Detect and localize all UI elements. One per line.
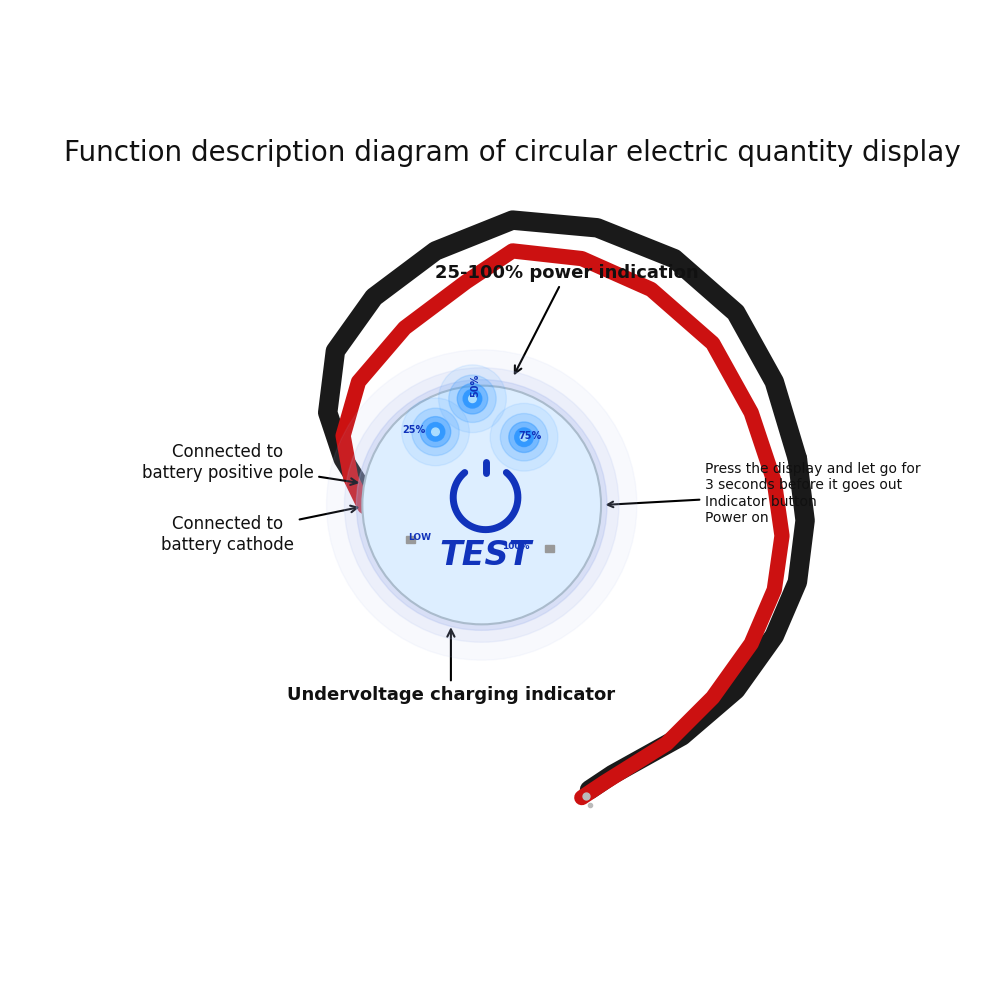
Circle shape [412,408,459,456]
Text: 50%: 50% [471,373,481,397]
Circle shape [457,383,488,414]
Circle shape [449,375,496,422]
Text: 25-100% power indication: 25-100% power indication [435,264,698,373]
Circle shape [520,433,528,441]
Circle shape [362,386,601,624]
Circle shape [490,403,558,471]
Circle shape [327,350,637,660]
Text: 25%: 25% [402,425,426,435]
Circle shape [402,398,469,466]
Circle shape [516,429,533,446]
Circle shape [439,365,506,433]
Text: TEST: TEST [439,539,532,572]
Bar [406,536,415,543]
Text: 75%: 75% [519,431,542,441]
Circle shape [509,422,539,452]
Text: Press the display and let go for
3 seconds before it goes out
Indicator button
P: Press the display and let go for 3 secon… [608,462,921,525]
Text: Connected to
battery positive pole: Connected to battery positive pole [142,443,357,485]
Circle shape [427,423,444,440]
Text: Connected to
battery cathode: Connected to battery cathode [161,506,357,554]
Circle shape [515,428,533,447]
Text: 100%: 100% [502,542,529,551]
Circle shape [463,389,482,408]
Circle shape [500,414,548,461]
Circle shape [432,428,439,436]
Circle shape [356,380,607,630]
Text: LOW: LOW [409,533,432,542]
Circle shape [464,390,481,407]
Circle shape [469,395,476,403]
Bar [545,545,554,552]
Circle shape [420,417,451,447]
Circle shape [344,368,619,642]
Text: Function description diagram of circular electric quantity display: Function description diagram of circular… [64,139,961,167]
Text: Undervoltage charging indicator: Undervoltage charging indicator [287,629,615,704]
Circle shape [426,423,445,441]
